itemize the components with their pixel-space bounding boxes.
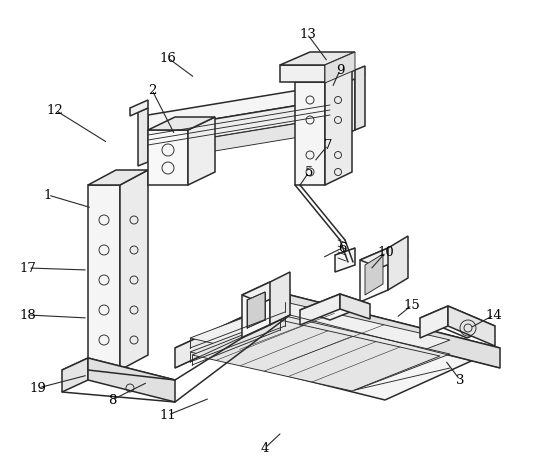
Polygon shape bbox=[138, 108, 148, 166]
Polygon shape bbox=[290, 295, 500, 368]
Text: 6: 6 bbox=[338, 242, 346, 254]
Polygon shape bbox=[330, 70, 355, 142]
Polygon shape bbox=[148, 85, 330, 130]
Text: 12: 12 bbox=[47, 104, 63, 116]
Polygon shape bbox=[175, 295, 290, 368]
Text: 7: 7 bbox=[324, 139, 332, 151]
Polygon shape bbox=[88, 358, 175, 402]
Polygon shape bbox=[192, 320, 440, 391]
Polygon shape bbox=[148, 118, 330, 162]
Polygon shape bbox=[360, 248, 388, 302]
Text: 19: 19 bbox=[30, 382, 47, 394]
Polygon shape bbox=[335, 248, 355, 272]
Polygon shape bbox=[355, 66, 365, 130]
Polygon shape bbox=[242, 282, 270, 338]
Text: 2: 2 bbox=[148, 84, 156, 96]
Polygon shape bbox=[340, 294, 370, 319]
Polygon shape bbox=[242, 282, 290, 303]
Polygon shape bbox=[62, 358, 175, 392]
Polygon shape bbox=[420, 306, 448, 338]
Polygon shape bbox=[388, 236, 408, 290]
Polygon shape bbox=[325, 69, 352, 185]
Text: 3: 3 bbox=[456, 374, 464, 386]
Text: 13: 13 bbox=[300, 28, 317, 42]
Polygon shape bbox=[280, 65, 325, 82]
Polygon shape bbox=[295, 69, 352, 82]
Text: 9: 9 bbox=[335, 63, 344, 77]
Polygon shape bbox=[247, 292, 265, 328]
Polygon shape bbox=[148, 130, 188, 185]
Polygon shape bbox=[88, 185, 120, 370]
Polygon shape bbox=[330, 70, 365, 86]
Polygon shape bbox=[62, 358, 88, 392]
Polygon shape bbox=[88, 170, 148, 185]
Polygon shape bbox=[120, 170, 148, 370]
Polygon shape bbox=[270, 272, 290, 325]
Polygon shape bbox=[130, 100, 148, 116]
Polygon shape bbox=[148, 100, 330, 148]
Text: 4: 4 bbox=[261, 441, 269, 455]
Polygon shape bbox=[360, 248, 408, 268]
Text: 5: 5 bbox=[305, 166, 313, 178]
Polygon shape bbox=[175, 295, 500, 400]
Text: 10: 10 bbox=[378, 245, 395, 259]
Polygon shape bbox=[148, 117, 215, 130]
Polygon shape bbox=[325, 52, 355, 83]
Polygon shape bbox=[300, 294, 370, 320]
Polygon shape bbox=[188, 117, 215, 185]
Text: 16: 16 bbox=[159, 52, 177, 64]
Text: 11: 11 bbox=[160, 409, 176, 421]
Text: 8: 8 bbox=[108, 394, 116, 406]
Polygon shape bbox=[190, 316, 450, 390]
Polygon shape bbox=[280, 52, 355, 65]
Polygon shape bbox=[295, 82, 325, 185]
Text: 17: 17 bbox=[20, 262, 36, 274]
Polygon shape bbox=[300, 294, 340, 325]
Polygon shape bbox=[448, 306, 495, 346]
Polygon shape bbox=[365, 254, 383, 295]
Text: 14: 14 bbox=[486, 308, 502, 322]
Text: 1: 1 bbox=[44, 189, 52, 201]
Text: 15: 15 bbox=[404, 298, 421, 312]
Polygon shape bbox=[190, 302, 450, 376]
Text: 18: 18 bbox=[20, 308, 36, 322]
Polygon shape bbox=[420, 306, 495, 338]
